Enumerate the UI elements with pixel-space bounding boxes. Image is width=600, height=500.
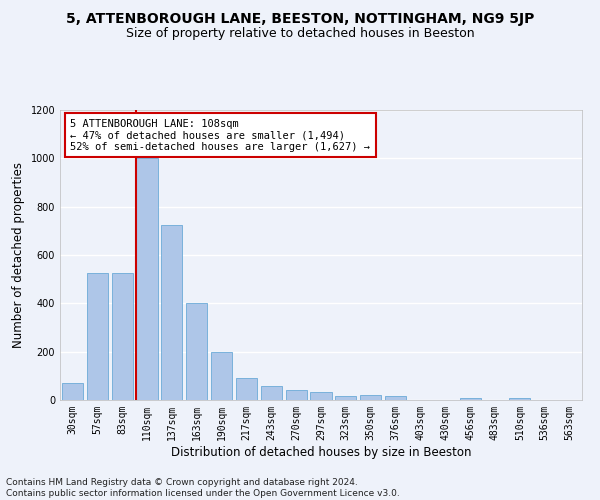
Y-axis label: Number of detached properties: Number of detached properties	[12, 162, 25, 348]
Bar	[62, 383, 83, 400]
Text: 5 ATTENBOROUGH LANE: 108sqm
← 47% of detached houses are smaller (1,494)
52% of : 5 ATTENBOROUGH LANE: 108sqm ← 47% of det…	[70, 118, 370, 152]
Text: 5, ATTENBOROUGH LANE, BEESTON, NOTTINGHAM, NG9 5JP: 5, ATTENBOROUGH LANE, BEESTON, NOTTINGHA…	[66, 12, 534, 26]
Bar	[385, 396, 406, 400]
Bar	[310, 392, 332, 400]
Bar	[186, 304, 207, 400]
Bar	[509, 398, 530, 400]
Text: Size of property relative to detached houses in Beeston: Size of property relative to detached ho…	[125, 28, 475, 40]
Bar	[161, 225, 182, 400]
Bar	[460, 398, 481, 400]
Bar	[360, 395, 381, 400]
Bar	[87, 273, 108, 400]
Bar	[211, 352, 232, 400]
X-axis label: Distribution of detached houses by size in Beeston: Distribution of detached houses by size …	[171, 446, 471, 458]
Text: Contains HM Land Registry data © Crown copyright and database right 2024.
Contai: Contains HM Land Registry data © Crown c…	[6, 478, 400, 498]
Bar	[286, 390, 307, 400]
Bar	[112, 273, 133, 400]
Bar	[136, 158, 158, 400]
Bar	[335, 396, 356, 400]
Bar	[236, 378, 257, 400]
Bar	[261, 386, 282, 400]
